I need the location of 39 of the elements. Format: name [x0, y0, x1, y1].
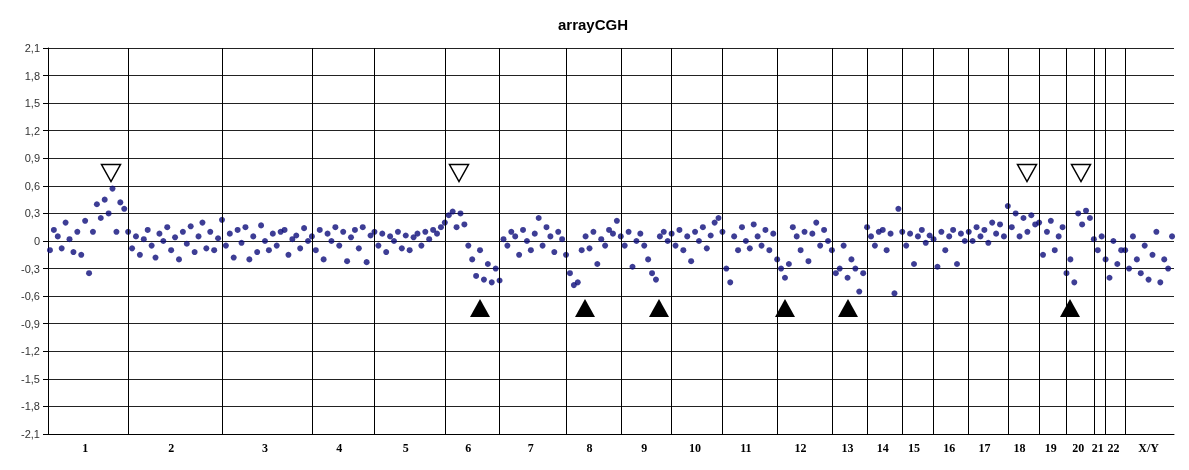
y-tick-label: 1,2	[24, 124, 40, 137]
y-tick-label: -1,5	[21, 372, 40, 385]
x-tick-label: 4	[336, 441, 343, 455]
x-tick-label: X/Y	[1138, 441, 1160, 455]
x-tick-label: 14	[876, 441, 889, 455]
y-tick-label: -1,8	[21, 400, 40, 413]
x-tick-label: 16	[943, 441, 956, 455]
y-tick-label: -0,3	[21, 262, 40, 275]
chart-title: arrayCGH	[557, 16, 629, 33]
y-tick-label: -0,6	[21, 290, 40, 303]
y-tick-label: 1,5	[24, 97, 40, 110]
y-tick-label: 0,6	[24, 179, 40, 192]
x-tick-label: 22	[1107, 441, 1120, 455]
x-tick-label: 6	[465, 441, 472, 455]
x-tick-label: 20	[1072, 441, 1085, 455]
y-tick-label: 0,3	[24, 207, 40, 220]
x-tick-label: 13	[841, 441, 854, 455]
x-tick-label: 1	[82, 441, 89, 455]
x-tick-label: 7	[527, 441, 534, 455]
y-tick-label: 0,9	[24, 152, 40, 165]
x-tick-label: 10	[689, 441, 702, 455]
x-tick-label: 3	[261, 441, 268, 455]
x-tick-label: 2	[168, 441, 175, 455]
x-tick-label: 21	[1091, 441, 1104, 455]
y-tick-label: -1,2	[21, 345, 40, 358]
x-tick-label: 12	[794, 441, 807, 455]
x-tick-label: 9	[641, 441, 648, 455]
y-tick-label: 2,1	[24, 42, 40, 54]
x-tick-label: 5	[402, 441, 409, 455]
x-tick-label: 17	[978, 441, 991, 455]
y-tick-label: -0,9	[21, 317, 40, 330]
y-tick-label: -2,1	[21, 428, 40, 440]
y-tick-label: 0	[33, 235, 40, 247]
x-tick-label: 8	[586, 441, 593, 455]
x-tick-label: 19	[1044, 441, 1057, 455]
x-tick-label: 11	[740, 441, 752, 455]
x-tick-label: 18	[1013, 441, 1026, 455]
y-tick-label: 1,8	[24, 69, 40, 82]
x-tick-label: 15	[908, 441, 920, 455]
